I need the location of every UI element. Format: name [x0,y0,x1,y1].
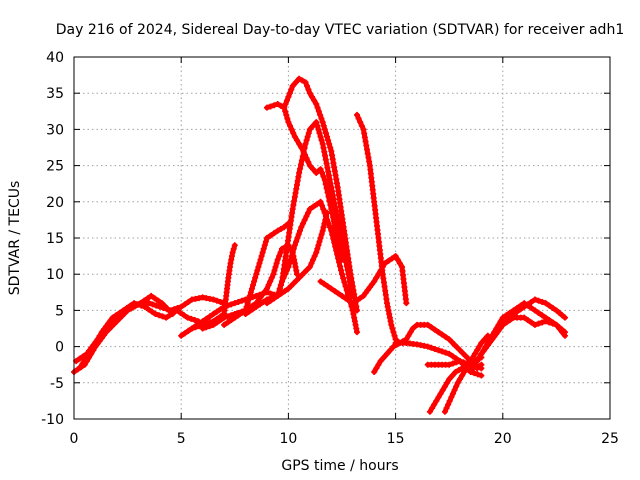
series-markers-track-21 [478,314,568,357]
y-tick-label: 25 [46,159,64,175]
y-tick-label: 10 [46,267,64,283]
x-tick-label: 15 [387,431,405,447]
x-axis: 0 5 10 15 20 25 [70,57,619,447]
chart-title: Day 216 of 2024, Sidereal Day-to-day VTE… [56,22,624,38]
series-markers-track-5 [188,209,330,332]
data-series-layer [71,75,568,415]
y-tick-label: -5 [50,376,64,392]
x-tick-label: 25 [601,431,619,447]
series-line-track-13 [354,112,403,346]
series-markers-track-18 [441,332,491,415]
series-markers-track-7 [221,220,292,328]
y-axis: -10 -5 0 5 10 15 20 25 30 35 40 [41,50,610,428]
y-tick-label: -10 [41,412,64,428]
series-markers-track-11 [281,104,345,263]
y-tick-label: 5 [55,303,64,319]
x-tick-label: 0 [70,431,79,447]
series-line-track-12 [318,253,409,306]
series-markers-track-3 [77,300,202,370]
y-tick-label: 35 [46,86,64,102]
series-markers-track-12 [317,253,410,307]
x-tick-label: 10 [279,431,297,447]
y-tick-label: 40 [46,50,64,66]
y-tick-label: 30 [46,122,64,138]
y-tick-label: 20 [46,195,64,211]
y-axis-label: SDTVAR / TECUs [7,181,23,296]
y-tick-label: 0 [55,340,64,356]
y-tick-label: 15 [46,231,64,247]
x-axis-label: GPS time / hours [281,458,398,474]
series-markers-track-10 [263,75,361,314]
x-tick-label: 20 [494,431,512,447]
x-tick-label: 5 [177,431,186,447]
series-markers-track-13 [354,111,403,346]
